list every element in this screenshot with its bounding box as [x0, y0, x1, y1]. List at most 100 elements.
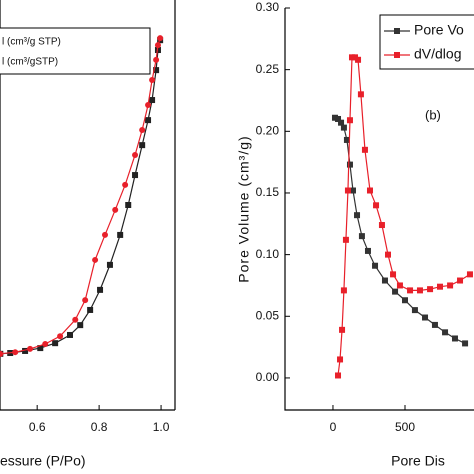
x-axis-label: essure (P/Po) — [0, 453, 86, 469]
y-tick-label: 0.00 — [256, 370, 280, 384]
axis-frame — [284, 8, 474, 411]
marker — [22, 347, 29, 354]
x-tick-label: 0 — [330, 420, 337, 434]
x-tick-label: 500 — [395, 420, 415, 434]
marker — [82, 297, 89, 304]
marker — [77, 322, 84, 329]
marker — [145, 117, 152, 124]
marker — [364, 247, 371, 254]
marker — [139, 142, 146, 149]
marker — [355, 56, 362, 63]
marker — [384, 251, 391, 258]
y-axis-label: Pore Volume (cm³/g) — [236, 135, 252, 282]
marker — [145, 101, 152, 108]
marker — [401, 297, 408, 304]
marker — [348, 54, 355, 61]
legend-label: dV/dlog — [414, 46, 461, 62]
marker — [431, 321, 438, 328]
marker — [457, 277, 464, 284]
legend-label: Pore Vo — [414, 22, 464, 38]
marker — [378, 222, 385, 229]
x-tick-label: 1.0 — [153, 420, 170, 434]
marker — [102, 231, 108, 238]
marker — [87, 306, 94, 313]
legend-label: l (cm³/gSTP) — [2, 57, 58, 68]
marker — [12, 349, 19, 356]
legend-label: l (cm³/g STP) — [2, 37, 61, 48]
marker — [117, 231, 124, 238]
marker — [154, 47, 161, 54]
y-tick-label: 0.05 — [256, 308, 280, 322]
marker — [57, 333, 64, 340]
x-tick-label: 0.8 — [91, 420, 108, 434]
marker — [411, 307, 418, 314]
marker — [153, 67, 160, 74]
marker — [139, 126, 146, 133]
marker — [358, 233, 365, 240]
marker — [416, 287, 423, 294]
series-line — [334, 117, 466, 344]
marker — [352, 54, 359, 61]
marker — [132, 172, 139, 179]
marker — [338, 119, 345, 126]
marker — [335, 115, 342, 122]
marker — [381, 277, 388, 284]
marker — [366, 187, 373, 194]
marker — [132, 151, 139, 158]
marker — [157, 35, 164, 42]
marker — [346, 117, 353, 124]
marker — [451, 335, 458, 342]
y-tick-label: 0.10 — [256, 247, 280, 261]
marker — [27, 345, 34, 352]
marker — [106, 261, 113, 268]
marker — [357, 91, 364, 98]
marker — [372, 262, 379, 269]
x-tick-label: 0.6 — [29, 420, 46, 434]
marker — [354, 212, 361, 219]
marker — [373, 202, 380, 209]
marker — [112, 206, 119, 213]
plot-area — [331, 54, 473, 379]
marker — [0, 350, 4, 357]
marker — [92, 256, 99, 263]
marker — [37, 345, 44, 352]
marker — [390, 271, 397, 278]
marker — [149, 97, 156, 104]
marker — [67, 331, 73, 338]
marker — [335, 372, 342, 379]
marker — [331, 114, 338, 121]
marker — [153, 56, 160, 63]
marker — [392, 288, 399, 295]
series-line — [0, 37, 161, 355]
marker — [422, 314, 429, 321]
marker — [437, 283, 444, 290]
marker — [340, 287, 347, 294]
marker — [346, 161, 353, 168]
marker — [466, 271, 473, 278]
marker — [42, 340, 49, 347]
y-tick-label: 0.25 — [256, 62, 280, 76]
series-line — [0, 40, 161, 355]
marker — [149, 76, 156, 83]
y-tick-label: 0.20 — [256, 123, 280, 137]
legend-marker — [394, 52, 400, 58]
marker — [154, 42, 161, 49]
marker — [396, 282, 403, 289]
marker — [361, 146, 368, 153]
marker — [339, 326, 346, 333]
marker — [97, 286, 104, 293]
marker — [340, 124, 347, 131]
legend-box — [379, 14, 474, 70]
marker — [337, 356, 344, 363]
plot-area — [0, 35, 164, 357]
marker — [344, 187, 351, 194]
marker — [342, 236, 349, 243]
marker — [343, 136, 350, 143]
x-axis-label: Pore Dis — [391, 453, 445, 469]
y-tick-label: 0.15 — [256, 185, 280, 199]
marker — [447, 282, 454, 289]
marker — [407, 287, 414, 294]
marker — [122, 181, 129, 188]
marker — [442, 329, 449, 336]
annotation: (b) — [425, 107, 441, 122]
